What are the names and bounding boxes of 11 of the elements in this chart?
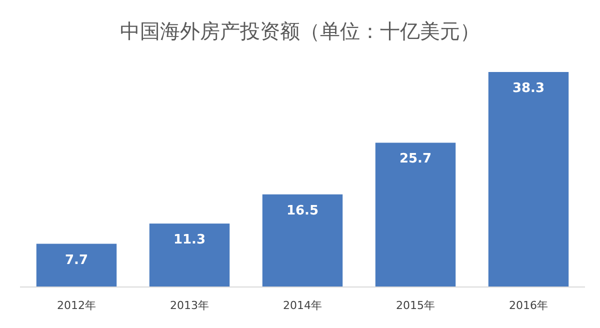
x-tick-label: 2014年	[283, 299, 322, 312]
x-tick-label: 2016年	[509, 299, 548, 312]
data-label: 11.3	[173, 232, 206, 248]
data-label: 7.7	[64, 252, 88, 268]
data-label: 25.7	[399, 152, 432, 167]
data-label: 16.5	[286, 203, 319, 218]
x-tick-label: 2013年	[170, 299, 209, 312]
x-tick-label: 2015年	[396, 299, 435, 312]
data-label: 38.3	[512, 81, 545, 96]
x-tick-label: 2012年	[57, 299, 96, 312]
title: 中国海外房产投资额（单位：十亿美元）	[120, 19, 480, 43]
